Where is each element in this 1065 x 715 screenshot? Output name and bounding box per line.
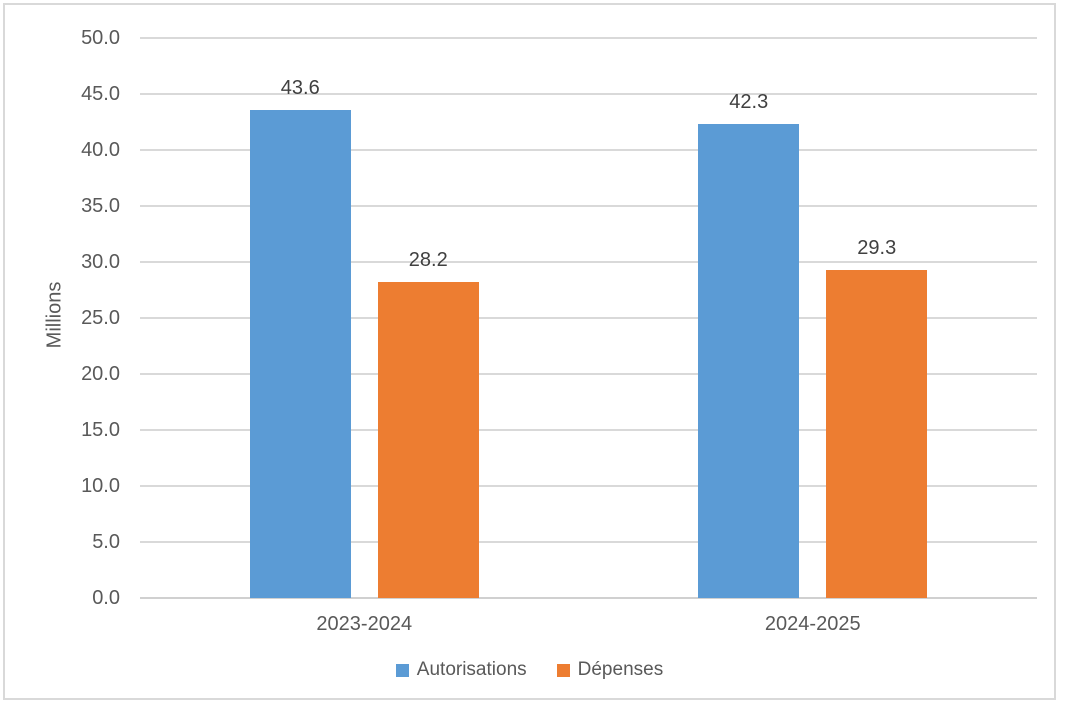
bar-value-label: 43.6: [280, 76, 320, 99]
legend-item-dépenses: Dépenses: [556, 659, 664, 681]
y-tick-label: 5.0: [92, 531, 120, 553]
legend-label: Autorisations: [416, 659, 527, 680]
gridline: [140, 541, 1037, 543]
bar-wrap: 29.3: [826, 38, 928, 598]
bar-wrap: 28.2: [377, 38, 479, 598]
y-tick-label: 20.0: [81, 363, 120, 385]
y-tick-label: 40.0: [81, 139, 120, 161]
category-band: 42.3 29.3: [589, 38, 1038, 598]
bar-wrap: 42.3: [698, 38, 800, 598]
bar-value-label: 42.3: [729, 91, 769, 114]
bar-autorisations-2024-2025: [698, 124, 800, 598]
y-tick-label: 15.0: [81, 419, 120, 441]
bar-dépenses-2024-2025: [826, 269, 928, 598]
y-tick-label: 10.0: [81, 475, 120, 497]
gridline: [140, 261, 1037, 263]
chart-frame: Millions 43.6 28.2 42.3 29.3 0.0 5.0 10.0 15.0…: [3, 3, 1056, 700]
bar-value-label: 28.2: [408, 249, 448, 272]
y-tick-label: 50.0: [81, 27, 120, 49]
gridline: [140, 37, 1037, 39]
x-axis-line: [140, 597, 1037, 599]
y-tick-label: 30.0: [81, 251, 120, 273]
bar-dépenses-2023-2024: [377, 282, 479, 598]
category-band: 43.6 28.2: [140, 38, 589, 598]
bar-autorisations-2023-2024: [249, 109, 351, 598]
legend-swatch-icon: [556, 663, 570, 677]
y-tick-label: 45.0: [81, 83, 120, 105]
x-category-label: 2023-2024: [316, 613, 413, 635]
gridline: [140, 317, 1037, 319]
gridline: [140, 205, 1037, 207]
gridline: [140, 373, 1037, 375]
plot-area: 43.6 28.2 42.3 29.3: [140, 37, 1038, 599]
legend: Autorisations Dépenses: [3, 659, 1056, 681]
x-category-label: 2024-2025: [764, 613, 861, 635]
bar-wrap: 43.6: [249, 38, 351, 598]
gridline: [140, 93, 1037, 95]
legend-item-autorisations: Autorisations: [395, 659, 527, 681]
y-tick-label: 35.0: [81, 195, 120, 217]
bar-value-label: 29.3: [857, 236, 897, 259]
legend-swatch-icon: [395, 663, 409, 677]
gridline: [140, 149, 1037, 151]
y-tick-label: 0.0: [92, 587, 120, 609]
gridline: [140, 485, 1037, 487]
legend-label: Dépenses: [577, 659, 664, 680]
gridline: [140, 429, 1037, 431]
y-tick-label: 25.0: [81, 307, 120, 329]
